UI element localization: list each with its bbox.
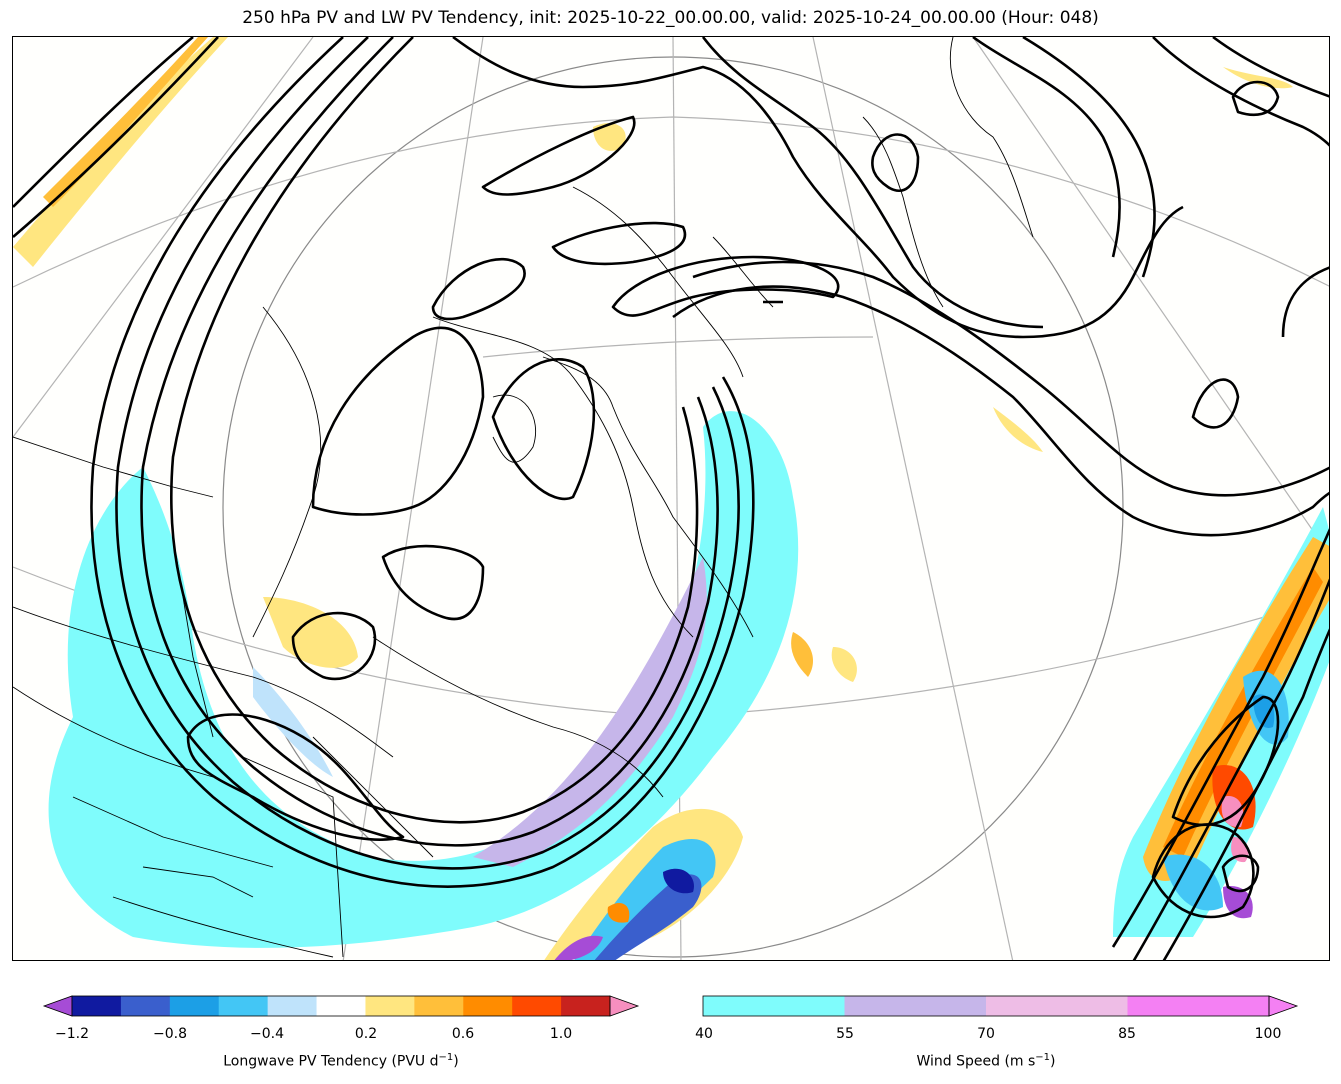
- wind-tick-label: 100: [1254, 1026, 1282, 1042]
- colorbar-extend-over: [609, 995, 640, 1017]
- colorbar-swatch: [986, 996, 1128, 1016]
- pv-tick-label: 0.6: [451, 1026, 475, 1042]
- colorbar-swatch: [414, 996, 464, 1016]
- colorbar-swatch: [512, 996, 562, 1016]
- colorbar-swatch: [844, 996, 987, 1016]
- colorbar-extend-under: [42, 995, 73, 1017]
- colorbar-swatch: [120, 996, 171, 1016]
- wind-speed-colorbar-swatches: [702, 995, 1299, 1017]
- colorbar-outline: [71, 995, 611, 1017]
- plot-title: 250 hPa PV and LW PV Tendency, init: 202…: [242, 8, 1099, 28]
- colorbar-swatch: [316, 996, 366, 1016]
- colorbar-swatch: [72, 996, 122, 1016]
- pv-tick-label: −0.4: [250, 1026, 284, 1042]
- colorbar-swatch: [561, 996, 611, 1016]
- pv-tick-label: 1.0: [549, 1026, 573, 1042]
- pv-contours: [13, 37, 1329, 960]
- colorbar-swatch: [1127, 996, 1270, 1016]
- pv-tendency-colorbar-label: Longwave PV Tendency (PVU d−1): [223, 1052, 459, 1070]
- pv-tendency-colorbar: [42, 995, 640, 1022]
- colorbar-swatch: [169, 996, 220, 1016]
- colorbar-swatch: [218, 996, 269, 1016]
- pv-tick-label: −1.2: [55, 1026, 89, 1042]
- pv-tick-label: −0.8: [153, 1026, 187, 1042]
- colorbar-extend-over: [1268, 995, 1299, 1017]
- wind-tick-label: 85: [1118, 1026, 1136, 1042]
- colorbar-swatch: [365, 996, 415, 1016]
- wind-tick-label: 70: [977, 1026, 995, 1042]
- wind-speed-colorbar-label: Wind Speed (m s−1): [916, 1052, 1056, 1070]
- map-canvas: [13, 37, 1329, 960]
- wind-speed-colorbar: [702, 995, 1299, 1022]
- map-panel: [12, 36, 1330, 961]
- graticule: [13, 37, 1329, 960]
- wind-tick-label: 40: [695, 1026, 713, 1042]
- colorbar-swatch: [463, 996, 513, 1016]
- colorbar-swatch: [267, 996, 318, 1016]
- pv-tendency-colorbar-swatches: [42, 995, 640, 1017]
- wind-tick-label: 55: [836, 1026, 854, 1042]
- pv-tick-label: 0.2: [354, 1026, 378, 1042]
- colorbar-outline: [702, 995, 1270, 1017]
- colorbar-swatch: [703, 996, 845, 1016]
